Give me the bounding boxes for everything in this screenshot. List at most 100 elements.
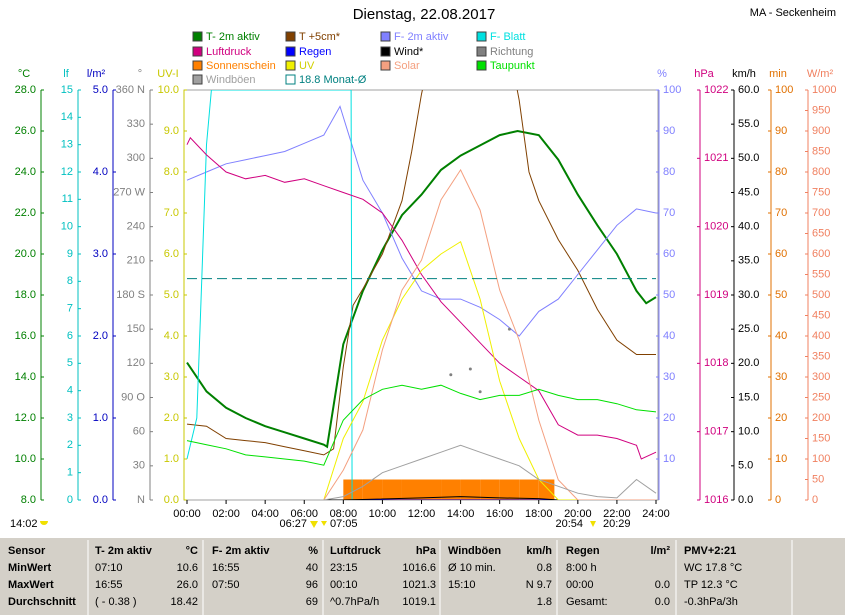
y-tick-label: 50 xyxy=(663,289,675,301)
y-tick-label: 8 xyxy=(67,275,73,287)
plot-layer xyxy=(186,90,657,500)
y-tick-label: 6.0 xyxy=(164,248,179,260)
y-tick-label: 60 xyxy=(775,248,787,260)
table-cell: MinWert xyxy=(8,562,52,574)
y-tick-label: 50.0 xyxy=(738,152,759,164)
series-line xyxy=(187,444,657,500)
y-tick-label: 18.0 xyxy=(15,289,36,301)
y-tick-label: 0 xyxy=(775,494,781,506)
table-cell: N 9.7 xyxy=(526,579,552,591)
table-cell: 16:55 xyxy=(95,579,123,591)
y-tick-label: 6 xyxy=(67,330,73,342)
y-tick-label: 1018 xyxy=(704,357,728,369)
legend-swatch xyxy=(476,46,487,57)
legend-swatch xyxy=(192,31,203,42)
table-cell: 1021.3 xyxy=(402,579,436,591)
legend-label: T +5cm* xyxy=(299,31,341,43)
legend-swatch xyxy=(380,46,391,57)
legend-swatch xyxy=(285,74,296,85)
y-tick-label: 750 xyxy=(812,186,830,198)
y-tick-label: 13 xyxy=(61,139,73,151)
table-cell: WC 17.8 °C xyxy=(684,562,742,574)
y-tick-label: 500 xyxy=(812,289,830,301)
sunrise-civil-time: 06:27 xyxy=(279,518,307,530)
axis-unit: lf xyxy=(63,68,69,80)
y-tick-label: 15.0 xyxy=(738,391,759,403)
series-line xyxy=(186,90,656,456)
sunshine-bar xyxy=(343,479,363,500)
sunrise-time: 07:05 xyxy=(330,518,358,530)
sunset-time: 20:29 xyxy=(603,518,631,530)
y-tick-label: 150 xyxy=(812,432,830,444)
y-tick-label: 70 xyxy=(663,207,675,219)
table-background xyxy=(0,538,845,615)
legend-label: Wind* xyxy=(394,46,424,58)
y-tick-label: 60.0 xyxy=(738,84,759,96)
sunshine-bar xyxy=(519,479,539,500)
table-cell: 07:10 xyxy=(95,562,123,574)
y-tick-label: 20 xyxy=(775,412,787,424)
table-cell: 00:00 xyxy=(566,579,594,591)
sunshine-bar xyxy=(538,479,555,500)
x-tick-label: 14:00 xyxy=(447,508,475,520)
y-tick-label: 1000 xyxy=(812,84,836,96)
y-tick-label: 120 xyxy=(127,357,145,369)
y-tick-label: 100 xyxy=(663,84,681,96)
y-tick-label: 12.0 xyxy=(15,412,36,424)
table-cell: Sensor xyxy=(8,545,46,557)
y-tick-label: 14.0 xyxy=(15,371,36,383)
x-tick-label: 00:00 xyxy=(173,508,201,520)
table-cell: PMV+2:21 xyxy=(684,545,736,557)
y-tick-label: 0.0 xyxy=(738,494,753,506)
table-cell: Regen xyxy=(566,545,600,557)
sunshine-bar xyxy=(382,479,402,500)
y-tick-label: 550 xyxy=(812,268,830,280)
table-cell: MaxWert xyxy=(8,579,54,591)
axis-unit: l/m² xyxy=(87,68,106,80)
table-cell: l/m² xyxy=(650,545,670,557)
y-tick-label: 5.0 xyxy=(164,289,179,301)
y-tick-label: 10.0 xyxy=(158,84,179,96)
y-tick-label: 30 xyxy=(663,371,675,383)
y-tick-label: 4.0 xyxy=(93,166,108,178)
legend-swatch xyxy=(476,60,487,71)
y-tick-label: 15 xyxy=(61,84,73,96)
y-tick-label: 30 xyxy=(775,371,787,383)
y-tick-label: 50 xyxy=(775,289,787,301)
y-tick-label: 60 xyxy=(663,248,675,260)
table-cell: °C xyxy=(186,545,198,557)
table-cell: km/h xyxy=(526,545,552,557)
y-tick-label: 300 xyxy=(812,371,830,383)
legend-swatch xyxy=(380,31,391,42)
x-tick-label: 24:00 xyxy=(642,508,670,520)
table-cell: 15:10 xyxy=(448,579,476,591)
sunshine-bar xyxy=(401,479,422,500)
x-tick-label: 02:00 xyxy=(212,508,240,520)
y-tick-label: 270 W xyxy=(113,186,145,198)
y-tick-label: 3.0 xyxy=(93,248,108,260)
series-line xyxy=(186,129,657,449)
legend-label: T- 2m aktiv xyxy=(206,31,260,43)
sunshine-bar xyxy=(421,479,442,500)
table-cell: F- 2m aktiv xyxy=(212,545,270,557)
x-tick-label: 08:00 xyxy=(330,508,358,520)
table-cell: 16:55 xyxy=(212,562,240,574)
y-tick-label: 1.0 xyxy=(93,412,108,424)
table-cell: 26.0 xyxy=(177,579,198,591)
x-tick-label: 20:00 xyxy=(564,508,592,520)
axis-unit: W/m² xyxy=(807,68,834,80)
y-tick-label: 30 xyxy=(133,460,145,472)
series-line xyxy=(187,240,656,500)
y-tick-label: 900 xyxy=(812,125,830,137)
legend-label: Richtung xyxy=(490,46,533,58)
y-tick-label: 0 xyxy=(812,494,818,506)
y-tick-label: 950 xyxy=(812,104,830,116)
y-tick-label: 55.0 xyxy=(738,118,759,130)
y-tick-label: 3 xyxy=(67,412,73,424)
y-tick-label: 1017 xyxy=(704,426,728,438)
y-tick-label: 1019 xyxy=(704,289,728,301)
legend-swatch xyxy=(285,46,296,57)
y-tick-label: 90 xyxy=(663,125,675,137)
y-tick-label: 10 xyxy=(775,453,787,465)
